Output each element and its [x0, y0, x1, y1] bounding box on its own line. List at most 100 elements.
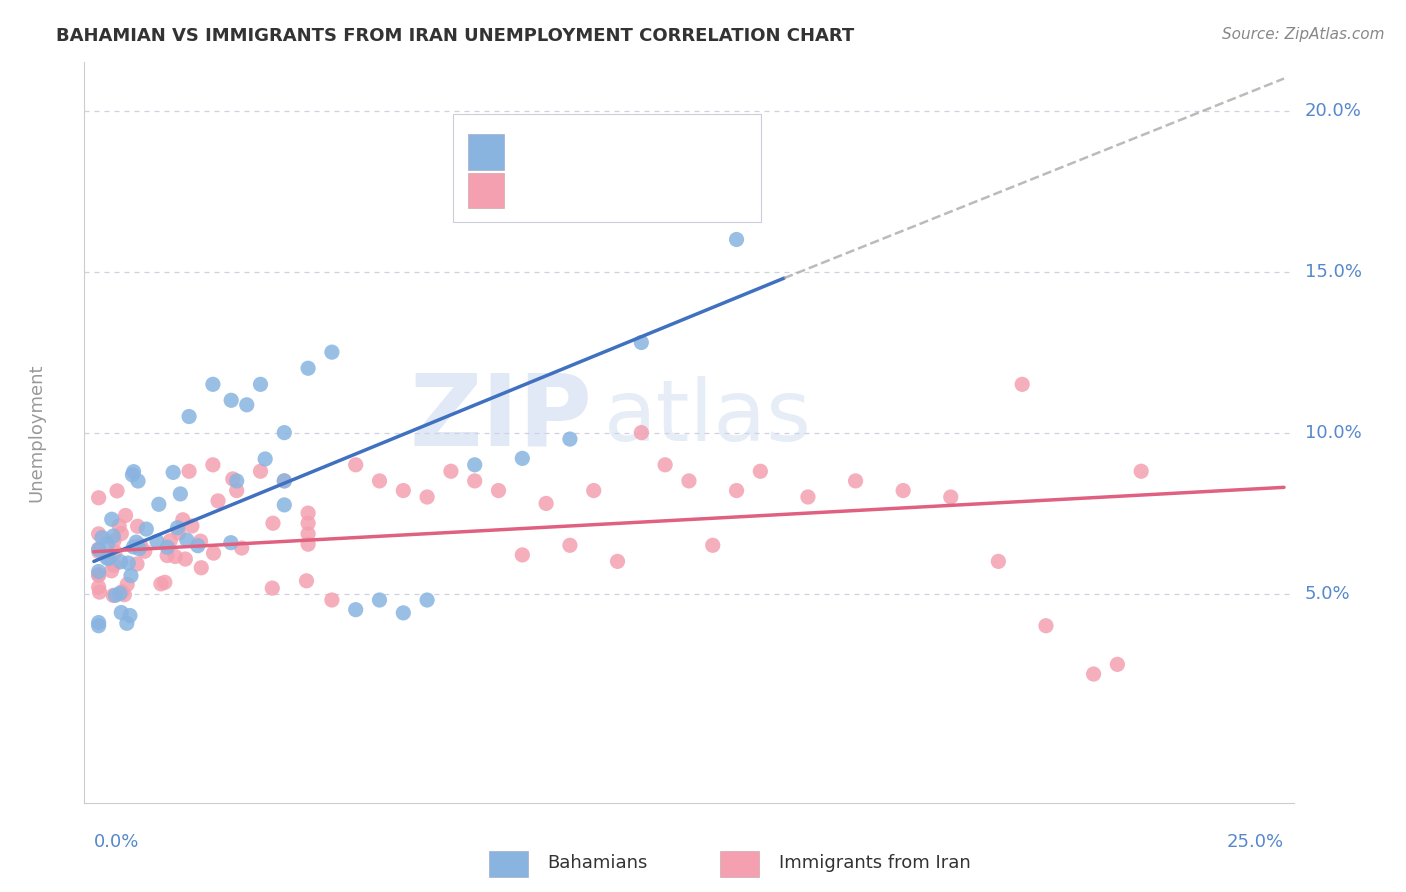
- Point: [103, 533, 125, 548]
- Point: [1083, 667, 1105, 681]
- Point: [87, 544, 110, 558]
- Point: [127, 474, 149, 488]
- Point: [87, 542, 110, 557]
- Point: [105, 483, 128, 498]
- Text: R = 0.223   N = 80: R = 0.223 N = 80: [517, 182, 717, 201]
- Point: [464, 474, 486, 488]
- Point: [104, 588, 127, 602]
- Point: [156, 549, 179, 563]
- Point: [180, 519, 202, 533]
- Point: [845, 474, 868, 488]
- Point: [118, 608, 141, 623]
- Point: [1107, 657, 1129, 672]
- Point: [725, 483, 748, 498]
- Point: [148, 497, 170, 511]
- Text: Immigrants from Iran: Immigrants from Iran: [779, 854, 970, 872]
- Point: [100, 512, 122, 526]
- Point: [297, 526, 319, 541]
- Point: [190, 534, 212, 549]
- Point: [654, 458, 676, 472]
- Point: [231, 541, 253, 555]
- Point: [891, 483, 914, 498]
- Point: [153, 575, 176, 590]
- Point: [225, 483, 247, 498]
- Text: 0.0%: 0.0%: [94, 833, 139, 851]
- Point: [249, 377, 271, 392]
- Point: [416, 490, 439, 504]
- Point: [190, 561, 212, 575]
- Text: R = 0.474   N = 55: R = 0.474 N = 55: [517, 144, 717, 162]
- Text: Unemployment: Unemployment: [27, 363, 45, 502]
- Point: [174, 552, 197, 566]
- Point: [678, 474, 700, 488]
- Point: [103, 558, 125, 573]
- Point: [297, 361, 319, 376]
- Point: [558, 432, 581, 446]
- Point: [122, 465, 145, 479]
- Point: [110, 526, 132, 541]
- Point: [321, 345, 343, 359]
- Point: [177, 409, 200, 424]
- Text: 10.0%: 10.0%: [1305, 424, 1361, 442]
- Point: [1130, 464, 1153, 478]
- Point: [392, 483, 415, 498]
- Point: [135, 522, 157, 536]
- Point: [344, 458, 367, 472]
- Point: [103, 589, 125, 603]
- Text: ZIP: ZIP: [409, 369, 592, 467]
- Point: [108, 519, 131, 533]
- Point: [392, 606, 415, 620]
- Point: [162, 466, 184, 480]
- Point: [146, 534, 169, 549]
- Point: [797, 490, 820, 504]
- Point: [534, 496, 557, 510]
- Point: [177, 464, 200, 478]
- Point: [344, 602, 367, 616]
- Point: [128, 541, 150, 556]
- Point: [120, 568, 142, 582]
- Point: [219, 535, 242, 549]
- Point: [125, 535, 148, 549]
- Point: [201, 377, 224, 392]
- Point: [111, 585, 134, 599]
- Point: [87, 580, 110, 594]
- Point: [97, 551, 120, 566]
- Point: [582, 483, 605, 498]
- Point: [201, 458, 224, 472]
- Point: [156, 540, 179, 554]
- Point: [297, 506, 319, 520]
- Point: [115, 577, 138, 591]
- Point: [510, 451, 533, 466]
- Point: [87, 619, 110, 633]
- Point: [1011, 377, 1033, 392]
- Point: [987, 554, 1010, 568]
- Point: [87, 565, 110, 579]
- Point: [87, 491, 110, 505]
- Point: [134, 544, 156, 558]
- Point: [225, 474, 247, 488]
- Point: [103, 529, 125, 543]
- Point: [187, 539, 209, 553]
- Point: [295, 574, 318, 588]
- Point: [165, 549, 187, 564]
- Point: [96, 551, 118, 566]
- Point: [702, 538, 724, 552]
- Point: [416, 593, 439, 607]
- Point: [273, 498, 295, 512]
- Point: [172, 513, 194, 527]
- Point: [169, 487, 191, 501]
- Point: [110, 555, 132, 569]
- Point: [606, 554, 628, 568]
- Point: [630, 425, 652, 440]
- Point: [87, 615, 110, 630]
- Point: [207, 494, 229, 508]
- Point: [117, 556, 139, 570]
- Point: [127, 519, 149, 533]
- Bar: [468, 135, 503, 169]
- Point: [202, 546, 225, 560]
- Point: [166, 521, 188, 535]
- Point: [91, 531, 114, 545]
- FancyBboxPatch shape: [453, 114, 762, 221]
- Point: [112, 588, 135, 602]
- Point: [297, 516, 319, 531]
